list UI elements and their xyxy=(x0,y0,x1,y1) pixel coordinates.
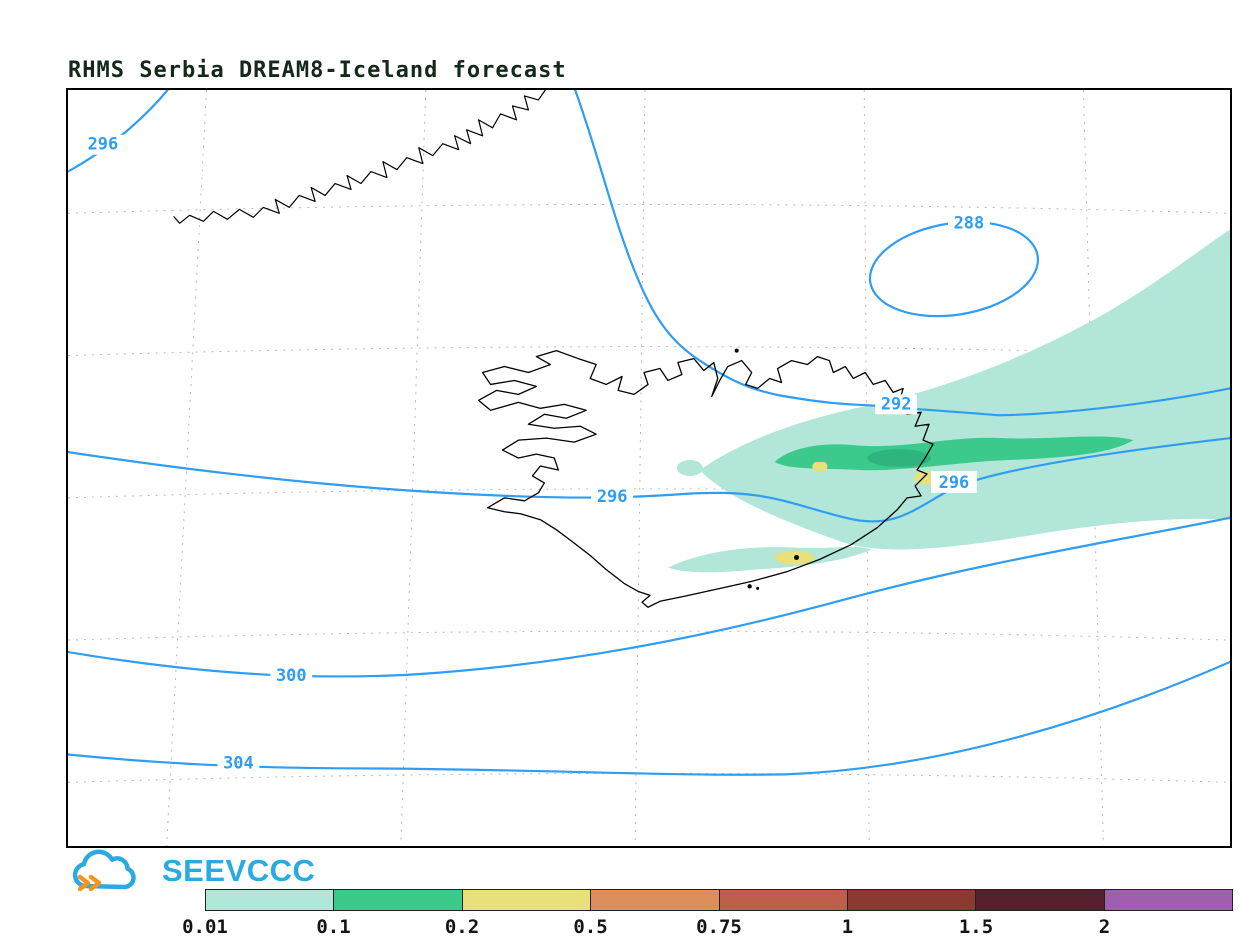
colorbar-label: 2 xyxy=(1098,916,1111,938)
colorbar-segment xyxy=(719,890,848,910)
colorbar-label: 1.5 xyxy=(958,916,994,938)
contour-label-296-middle: 296 xyxy=(597,486,628,506)
colorbar-segment xyxy=(1104,890,1232,910)
dust-area-light xyxy=(699,229,1230,550)
colorbar-segment xyxy=(847,890,977,910)
colorbar-label: 0.01 xyxy=(182,916,228,938)
contour-label-296-boxed: 296 xyxy=(939,472,970,492)
dust-spot-yellow-1 xyxy=(812,462,828,471)
coastline-greenland xyxy=(173,90,546,224)
map-canvas: 296 288 292 296 296 300 304 xyxy=(68,90,1230,846)
seevccc-logo: SEEVCCC xyxy=(62,848,315,894)
coastlines xyxy=(173,90,934,608)
contour-label-296-upper-left: 296 xyxy=(88,134,119,154)
dust-area-southcoast xyxy=(667,546,872,573)
colorbar-label: 0.5 xyxy=(573,916,608,938)
cloud-icon xyxy=(72,849,136,892)
coastline-iceland xyxy=(477,349,934,608)
colorbar-segment xyxy=(976,890,1105,910)
logo-text: SEEVCCC xyxy=(162,853,316,888)
contour-300 xyxy=(68,516,1230,678)
island-markers xyxy=(734,348,799,590)
dust-patch-small xyxy=(676,460,703,476)
dust-area-green-dense xyxy=(867,449,932,468)
colorbar-labels: 0.01 0.1 0.2 0.5 0.75 1 1.5 2 xyxy=(182,916,1233,942)
graticule-gridlines xyxy=(68,90,1230,846)
contour-labels: 296 288 292 296 296 300 304 xyxy=(81,134,990,774)
contour-296-middle xyxy=(68,437,1230,523)
dust-load-colorbar xyxy=(205,889,1233,911)
contour-label-300: 300 xyxy=(276,665,307,685)
island-vestmannaeyjar-1 xyxy=(747,584,752,589)
contour-292 xyxy=(574,90,1230,417)
colorbar-segment xyxy=(206,890,335,910)
colorbar-segment xyxy=(462,890,592,910)
contour-label-304: 304 xyxy=(223,752,254,772)
island-vestmannaeyjar-2 xyxy=(756,586,760,590)
contour-label-288: 288 xyxy=(954,212,985,232)
title-line-1: RHMS Serbia DREAM8-Iceland forecast xyxy=(68,58,567,83)
island-grimsey xyxy=(734,348,739,353)
forecast-map: 296 288 292 296 296 300 304 xyxy=(66,88,1232,848)
colorbar-segment xyxy=(591,890,720,910)
dust-load-shading xyxy=(667,229,1230,573)
marker-south-coast xyxy=(794,555,799,561)
contour-296-upper-left xyxy=(68,90,169,173)
fast-forward-icon xyxy=(77,874,102,892)
colorbar-segment xyxy=(334,890,463,910)
colorbar-label: 0.1 xyxy=(316,916,351,938)
dust-area-green xyxy=(774,436,1134,471)
contour-label-292: 292 xyxy=(881,393,912,413)
contour-288-closed-low xyxy=(868,220,1040,318)
colorbar-label: 1 xyxy=(841,916,854,938)
colorbar-label: 0.75 xyxy=(696,916,742,938)
colorbar-label: 0.2 xyxy=(444,916,480,938)
